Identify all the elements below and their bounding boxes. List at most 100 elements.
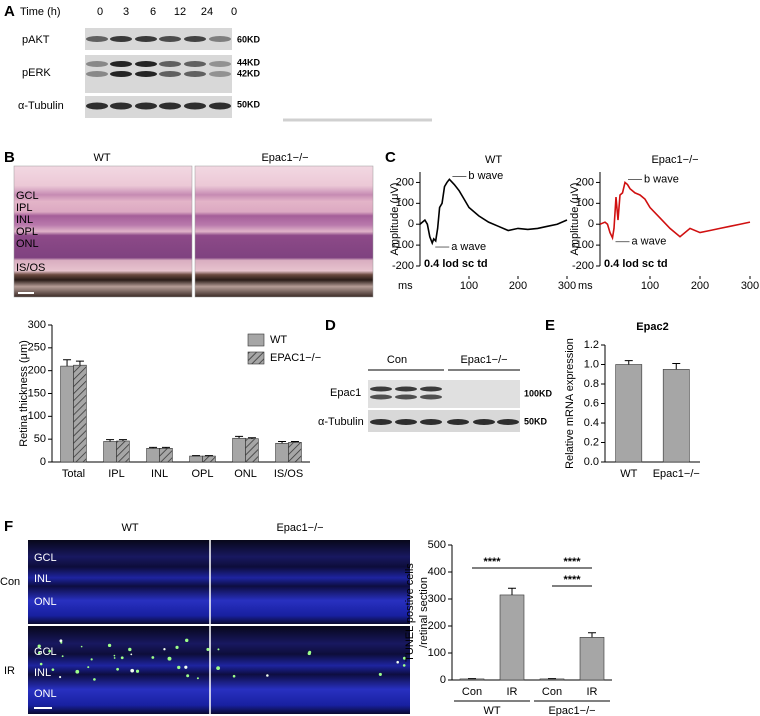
y-axis-label: Amplitude (μV) — [569, 183, 581, 256]
group-label: Epac1−/− — [460, 354, 507, 366]
blot-band — [209, 71, 231, 77]
x-axis-label: ms — [578, 280, 593, 292]
y-tick-label: -200 — [392, 260, 414, 272]
tunel-dot — [177, 665, 181, 670]
x-tick-label: 100 — [641, 280, 659, 292]
bar — [245, 438, 259, 463]
blot-label: α-Tubulin — [318, 416, 364, 428]
tunel-dot — [116, 667, 119, 671]
y-tick-label: 300 — [28, 319, 46, 331]
tunel-dot — [402, 656, 406, 660]
blot-label: pERK — [22, 67, 51, 79]
blot-band — [86, 61, 108, 67]
blot-band — [110, 102, 132, 110]
tunel-dot — [130, 653, 133, 656]
tunel-dot — [206, 647, 210, 651]
histology-image — [194, 165, 374, 298]
size-label: 50KD — [524, 416, 548, 426]
blot-band — [86, 102, 108, 110]
time: 24 — [201, 6, 213, 18]
bar — [73, 364, 87, 463]
blot-band — [420, 386, 442, 392]
tunel-dot — [51, 668, 55, 672]
size-label: 44KD — [237, 57, 261, 67]
layer-label: INL — [16, 214, 33, 226]
time: 0 — [97, 6, 103, 18]
x-tick-label: IR — [587, 686, 598, 698]
note: 0.4 lod sc td — [424, 258, 488, 270]
blot-band — [447, 419, 469, 425]
erg-trace — [599, 181, 751, 241]
annotation: a wave — [451, 241, 486, 253]
layer-label: GCL — [34, 646, 57, 658]
tunel-dot — [61, 655, 64, 658]
column-label: WT — [121, 522, 138, 534]
x-axis-label: ms — [398, 280, 413, 292]
layer-label: ONL — [34, 688, 57, 700]
chart-title: Epac2 — [636, 321, 668, 333]
y-tick-label: 0.8 — [584, 378, 599, 390]
column-label: Epac1−/− — [276, 522, 323, 534]
x-tick-label: ONL — [234, 468, 257, 480]
annotation: b wave — [644, 173, 679, 185]
blot-band — [86, 36, 108, 42]
layer-label: GCL — [16, 190, 39, 202]
blot-band — [135, 71, 157, 77]
tunel-dot — [186, 674, 190, 678]
y-tick-label: 200 — [396, 176, 414, 188]
tunel-dot — [120, 656, 124, 660]
y-tick-label: 0.4 — [584, 417, 599, 429]
tunel-dot — [378, 672, 382, 676]
blot-band — [184, 71, 206, 77]
x-tick-label: IPL — [108, 468, 125, 480]
tunel-dot — [167, 656, 172, 661]
blot-label: α-Tubulin — [18, 100, 64, 112]
y-tick-label: 0.6 — [584, 397, 599, 409]
group-label: WT — [483, 705, 500, 716]
blot-band — [395, 386, 417, 392]
tunel-dot — [396, 660, 399, 664]
size-label: 50KD — [237, 99, 261, 109]
y-tick-label: 0.2 — [584, 436, 599, 448]
y-tick-label: 50 — [34, 433, 46, 445]
x-tick-label: OPL — [191, 468, 213, 480]
blot-band — [159, 71, 181, 77]
bar — [116, 440, 130, 463]
chart-title: Epac1−/− — [651, 154, 698, 166]
tunel-dot — [60, 641, 63, 644]
error-bar — [75, 360, 84, 366]
tunel-dot — [39, 662, 43, 666]
y-tick-label: 0.0 — [584, 456, 599, 468]
tunel-dot — [113, 654, 116, 657]
blot-band — [135, 61, 157, 67]
blot-band — [420, 419, 442, 425]
x-tick-label: 300 — [741, 280, 759, 292]
erg-trace — [419, 178, 568, 246]
error-bar — [508, 587, 516, 595]
layer-label: INL — [34, 573, 51, 585]
group-label: Epac1−/− — [548, 705, 595, 716]
row-label: Con — [0, 576, 20, 588]
blot — [85, 96, 232, 118]
error-bar — [149, 446, 158, 449]
row-label: IR — [4, 665, 15, 677]
bar — [159, 447, 173, 463]
tunel-dot — [175, 645, 179, 649]
bar — [499, 594, 525, 681]
fluorescence-image — [28, 540, 410, 624]
bar — [189, 455, 203, 463]
time: 6 — [150, 6, 156, 18]
blot-band — [159, 102, 181, 110]
layer-label: IS/OS — [16, 262, 45, 274]
tunel-dot — [216, 666, 221, 671]
tunel-dot — [308, 650, 312, 654]
time: 3 — [123, 6, 129, 18]
blot — [368, 410, 520, 432]
y-tick-label: 1.2 — [584, 339, 599, 351]
x-tick-label: Con — [542, 686, 562, 698]
y-tick-label: 0 — [408, 218, 414, 230]
significance-label: **** — [563, 574, 581, 586]
tunel-dot — [135, 669, 140, 673]
blot-band — [159, 36, 181, 42]
